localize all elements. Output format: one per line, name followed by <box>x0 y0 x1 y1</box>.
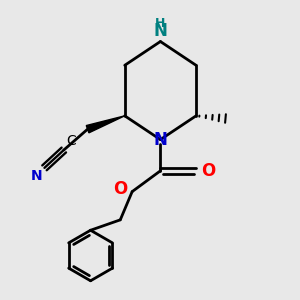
Text: N: N <box>31 169 42 183</box>
Text: O: O <box>201 162 215 180</box>
Text: C: C <box>66 134 76 148</box>
Polygon shape <box>86 116 125 133</box>
Text: N: N <box>154 130 167 148</box>
Text: N: N <box>154 22 167 40</box>
Text: O: O <box>113 180 127 198</box>
Text: H: H <box>155 17 166 30</box>
